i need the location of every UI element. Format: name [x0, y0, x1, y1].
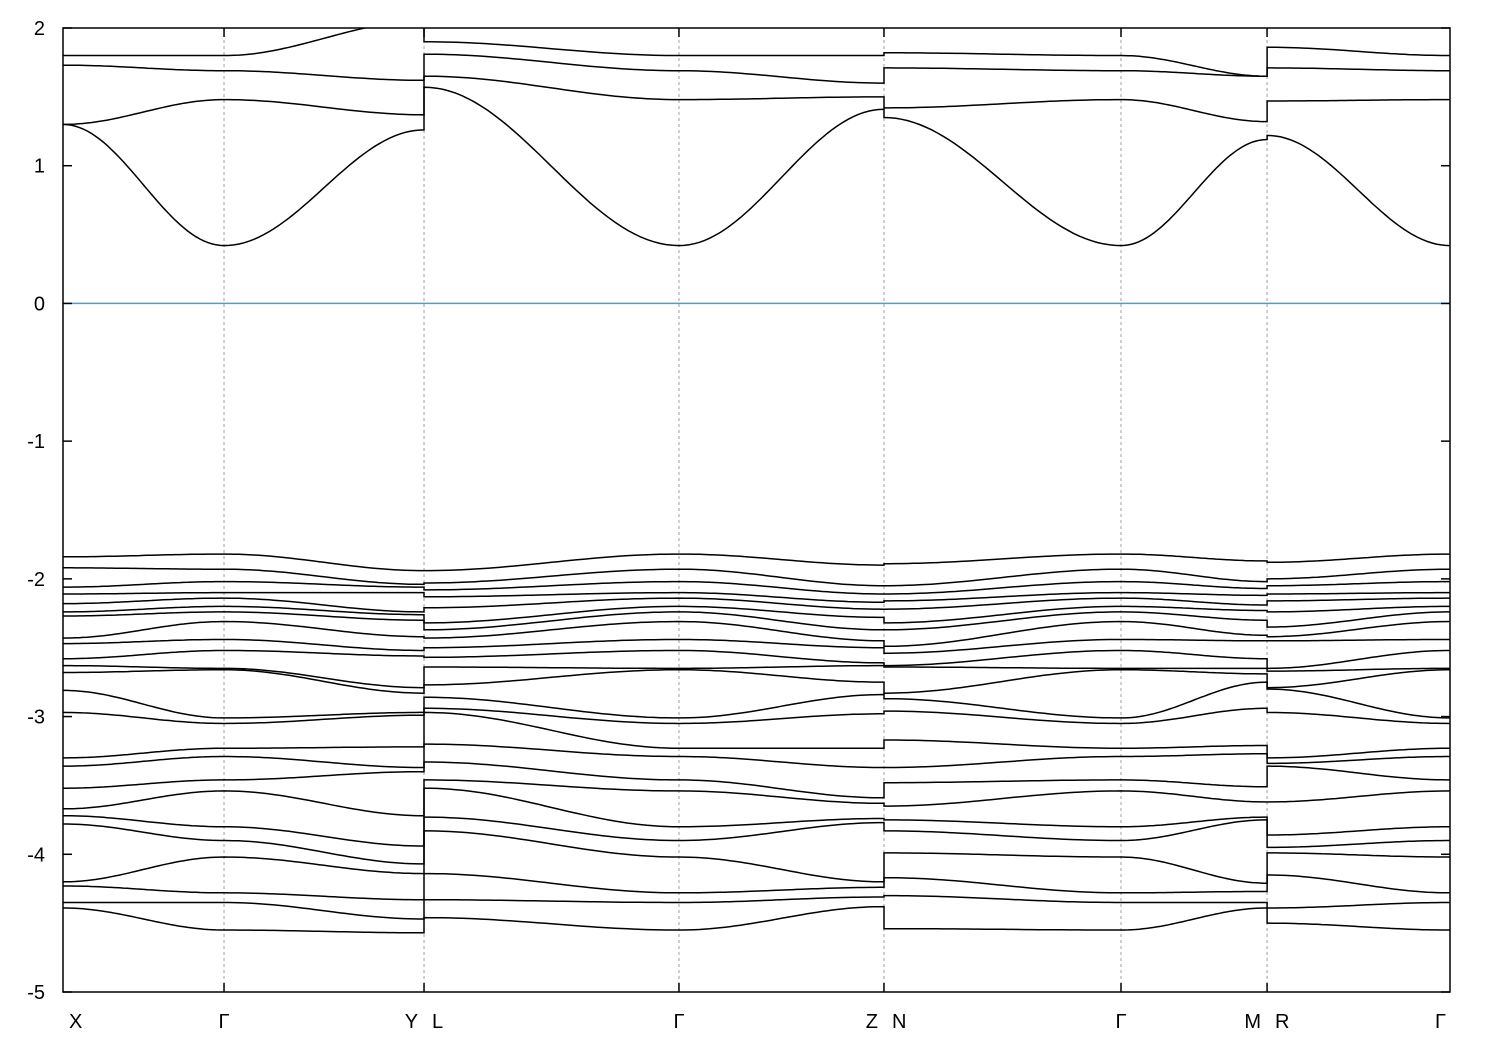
valence-band	[63, 620, 1450, 648]
valence-band	[63, 580, 1450, 595]
conduction-band	[63, 75, 1450, 126]
y-tick-label: -3	[27, 707, 45, 729]
kpoint-label: Y	[405, 1011, 418, 1033]
y-tick-label: 1	[34, 156, 45, 178]
valence-band	[63, 638, 1450, 654]
valence-band	[63, 711, 1450, 759]
valence-band	[63, 591, 1450, 604]
kpoint-label: X	[69, 1011, 82, 1033]
plot-frame	[62, 27, 1451, 993]
y-tick-label: 2	[34, 18, 45, 40]
valence-band	[63, 681, 1450, 719]
y-tick-label: -5	[27, 982, 45, 1004]
valence-band	[63, 872, 1450, 901]
valence-band	[63, 830, 1450, 884]
y-tick-label: 0	[34, 293, 45, 315]
kpoint-label: M	[1244, 1011, 1261, 1033]
conduction-band	[63, 86, 1450, 247]
valence-band	[63, 761, 1450, 799]
kpoint-label: Γ	[1115, 1011, 1126, 1033]
kpoint-label: Z	[866, 1011, 878, 1033]
valence-band	[63, 611, 1450, 631]
valence-band	[63, 567, 1450, 587]
valence-band	[63, 707, 1450, 725]
kpoint-label: Γ	[219, 1011, 230, 1033]
kpoint-label: R	[1275, 1011, 1289, 1033]
valence-band	[63, 668, 1450, 694]
valence-band	[63, 787, 1450, 847]
conduction-band	[63, 53, 1450, 84]
y-tick-label: -4	[27, 844, 45, 866]
valence-band	[63, 597, 1450, 613]
kpoint-label: Γ	[673, 1011, 684, 1033]
y-tick-label: -1	[27, 431, 45, 453]
kpoint-label: N	[892, 1011, 906, 1033]
valence-band	[63, 816, 1450, 865]
y-tick-label: -2	[27, 569, 45, 591]
kpoint-gridlines	[223, 28, 1268, 992]
valence-band	[63, 743, 1450, 769]
valence-band	[63, 894, 1450, 920]
valence-band	[63, 553, 1450, 572]
valence-band	[63, 649, 1450, 670]
y-axis: 2 1 0 -1 -2 -3 -4 -5	[27, 18, 1450, 1004]
kpoint-label: Γ	[1435, 1011, 1446, 1033]
conduction-band	[63, 28, 1450, 77]
valence-band	[63, 664, 1450, 689]
bands	[63, 28, 1450, 934]
kpoint-label: L	[432, 1011, 443, 1033]
valence-band	[63, 779, 1450, 817]
valence-band	[63, 905, 1450, 934]
valence-band	[63, 605, 1450, 624]
